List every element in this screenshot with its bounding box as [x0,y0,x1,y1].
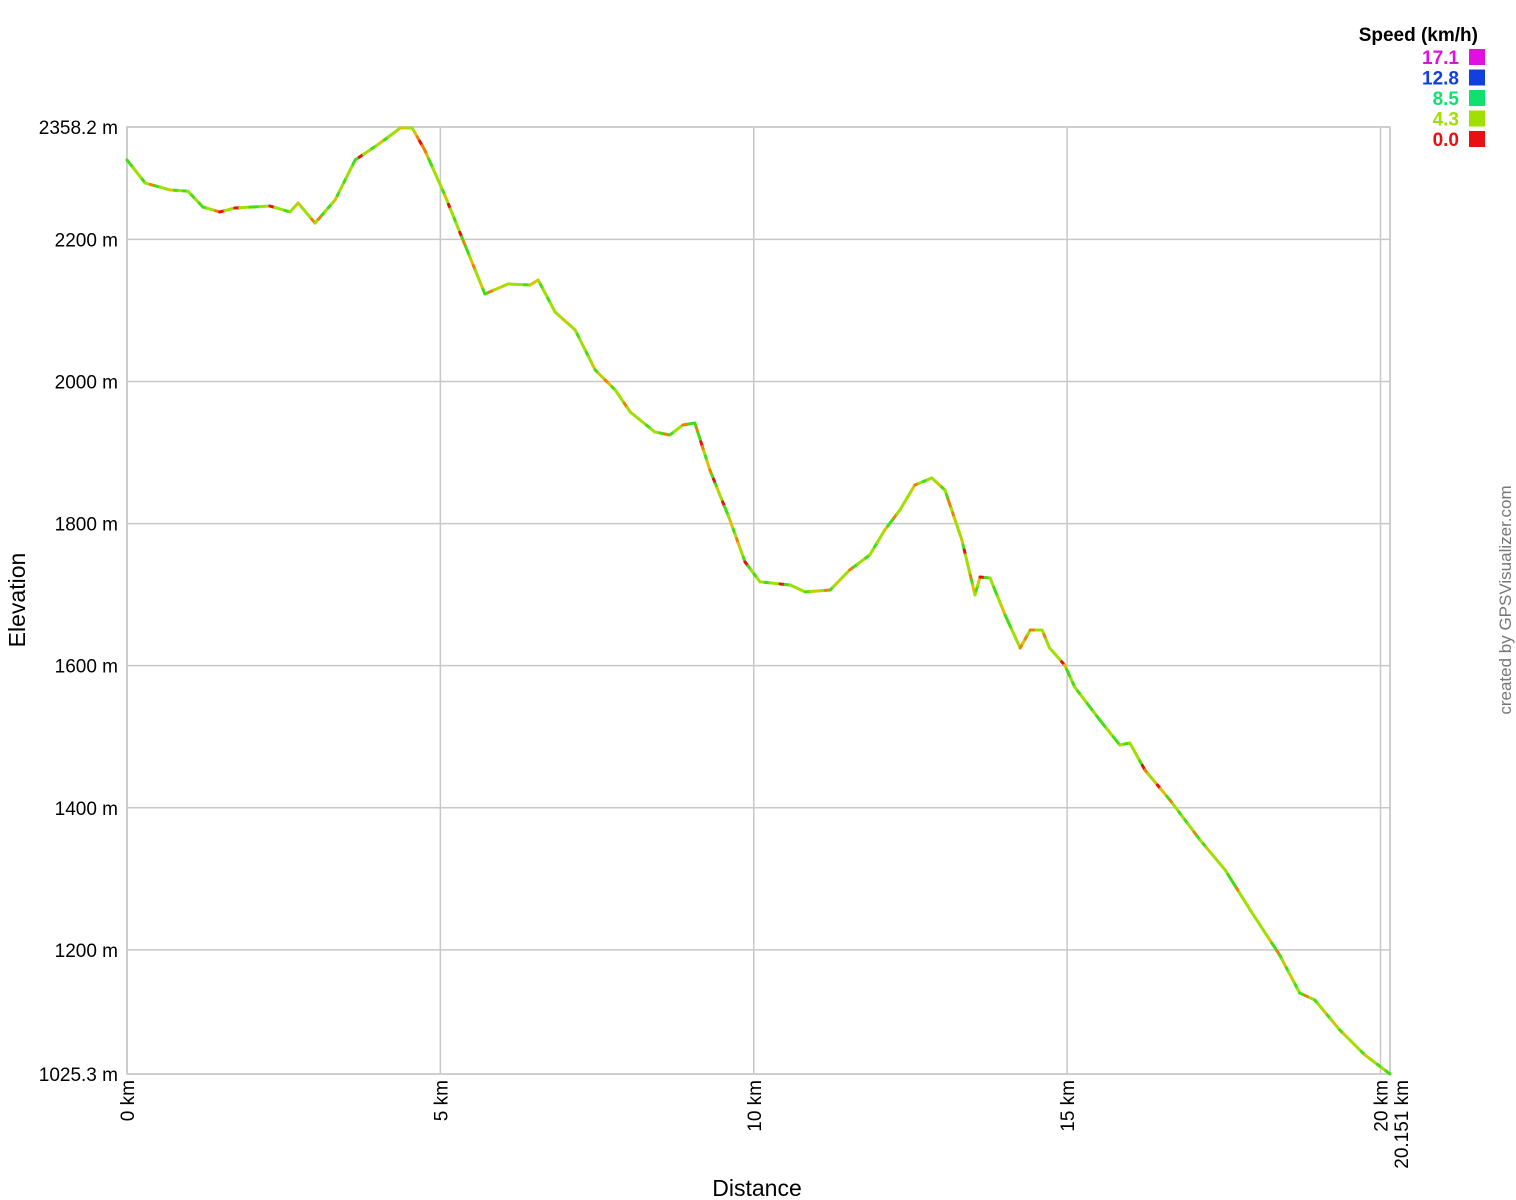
y-tick-label: 2000 m [55,372,118,393]
x-tick-label: 20.151 km [1392,1080,1413,1169]
elevation-line [125,126,1392,1076]
x-axis-label: Distance [712,1175,801,1200]
x-tick-label: 5 km [431,1080,452,1121]
y-axis-label: Elevation [4,553,30,648]
legend-swatch [1469,131,1485,147]
elevation-segment [1384,1069,1392,1076]
x-tick-label: 10 km [745,1080,766,1132]
legend-title: Speed (km/h) [1359,25,1478,46]
y-tick-label: 1800 m [55,515,118,536]
y-tick-label: 1600 m [55,657,118,678]
legend-swatch [1469,110,1485,127]
x-tick-label: 15 km [1058,1080,1079,1132]
legend-label: 4.3 [1433,110,1459,131]
legend-label: 17.1 [1422,48,1459,69]
legend: 17.112.88.54.30.0 [1422,48,1485,151]
credit-text: created by GPSVisualizer.com [1496,485,1515,714]
x-tick-label: 20 km [1372,1080,1393,1132]
grid [126,126,1391,1075]
y-tick-label: 1400 m [55,799,118,820]
y-tick-label: 1200 m [55,941,118,962]
x-tick-label: 0 km [118,1080,139,1121]
plot-frame [126,126,1391,1075]
legend-label: 12.8 [1422,69,1459,90]
legend-swatch [1469,90,1485,106]
legend-swatch [1469,49,1485,65]
y-tick-label: 1025.3 m [39,1065,118,1086]
y-tick-label: 2200 m [55,230,118,251]
y-axis-ticks: 2358.2 m 2200 m 2000 m 1800 m 1600 m 1400 m 12… [39,118,118,1086]
legend-label: 8.5 [1433,89,1460,110]
y-tick-label: 2358.2 m [39,118,118,139]
x-axis-ticks: 0 km 5 km 10 km 15 km 20 km 20.151 km [118,1080,1413,1169]
legend-swatch [1469,69,1485,86]
legend-label: 0.0 [1433,130,1459,151]
